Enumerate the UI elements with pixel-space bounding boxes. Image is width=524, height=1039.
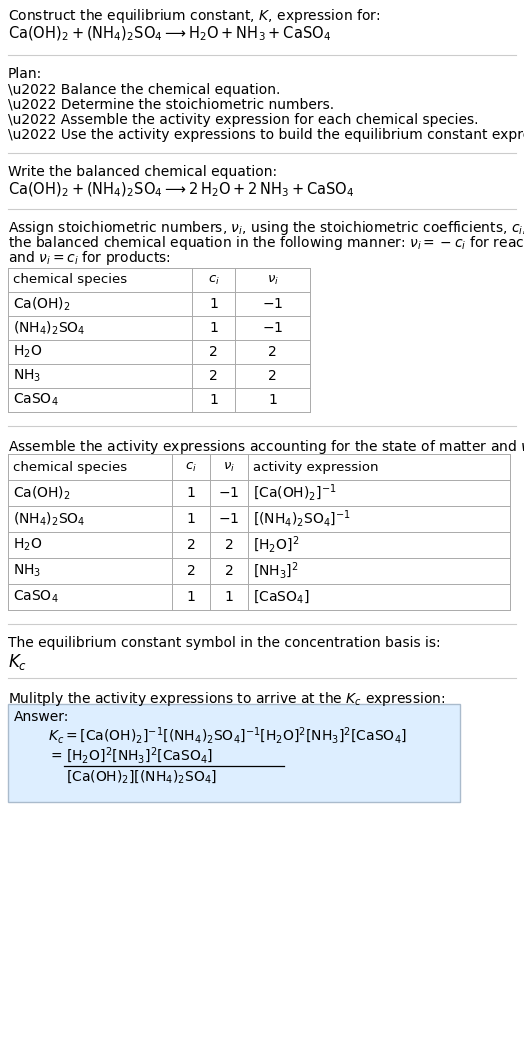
Bar: [8, 704, 460, 802]
Text: 1: 1: [187, 512, 195, 526]
Text: $\mathrm{Ca(OH)_2 + (NH_4)_2SO_4 \longrightarrow H_2O + NH_3 + CaSO_4}$: $\mathrm{Ca(OH)_2 + (NH_4)_2SO_4 \longri…: [8, 25, 331, 44]
Text: Plan:: Plan:: [8, 66, 42, 81]
Text: Construct the equilibrium constant, $K$, expression for:: Construct the equilibrium constant, $K$,…: [8, 7, 380, 25]
Text: $[\mathrm{NH_3}]^2$: $[\mathrm{NH_3}]^2$: [253, 561, 299, 581]
Text: 1: 1: [187, 486, 195, 500]
Text: 2: 2: [187, 538, 195, 552]
Text: Assign stoichiometric numbers, $\nu_i$, using the stoichiometric coefficients, $: Assign stoichiometric numbers, $\nu_i$, …: [8, 219, 524, 237]
Text: $c_i$: $c_i$: [208, 273, 220, 287]
Text: $\mathrm{H_2O}$: $\mathrm{H_2O}$: [13, 344, 42, 361]
Text: Write the balanced chemical equation:: Write the balanced chemical equation:: [8, 165, 277, 179]
Text: $\mathrm{(NH_4)_2SO_4}$: $\mathrm{(NH_4)_2SO_4}$: [13, 319, 85, 337]
Text: 1: 1: [209, 321, 218, 335]
Text: $\mathrm{NH_3}$: $\mathrm{NH_3}$: [13, 563, 41, 579]
Text: chemical species: chemical species: [13, 460, 127, 474]
Text: 2: 2: [225, 564, 233, 578]
Text: \u2022 Use the activity expressions to build the equilibrium constant expression: \u2022 Use the activity expressions to b…: [8, 128, 524, 142]
Text: Answer:: Answer:: [14, 710, 69, 724]
Text: $\mathrm{NH_3}$: $\mathrm{NH_3}$: [13, 368, 41, 384]
Text: $\nu_i$: $\nu_i$: [223, 460, 235, 474]
Text: $[\mathrm{Ca(OH)_2}]^{-1}$: $[\mathrm{Ca(OH)_2}]^{-1}$: [253, 483, 336, 503]
Text: $\nu_i$: $\nu_i$: [267, 273, 278, 287]
Text: $[\mathrm{H_2O}]^2$: $[\mathrm{H_2O}]^2$: [253, 535, 299, 555]
Text: $-1$: $-1$: [262, 297, 283, 311]
Text: 1: 1: [209, 297, 218, 311]
Text: $\mathrm{Ca(OH)_2}$: $\mathrm{Ca(OH)_2}$: [13, 484, 71, 502]
Text: Mulitply the activity expressions to arrive at the $K_c$ expression:: Mulitply the activity expressions to arr…: [8, 690, 445, 708]
Text: $\mathrm{H_2O}$: $\mathrm{H_2O}$: [13, 537, 42, 553]
Text: chemical species: chemical species: [13, 273, 127, 287]
Text: The equilibrium constant symbol in the concentration basis is:: The equilibrium constant symbol in the c…: [8, 636, 441, 650]
Text: $[\mathrm{CaSO_4}]$: $[\mathrm{CaSO_4}]$: [253, 589, 309, 606]
Text: 1: 1: [225, 590, 233, 604]
Text: 2: 2: [209, 345, 218, 359]
Text: the balanced chemical equation in the following manner: $\nu_i = -c_i$ for react: the balanced chemical equation in the fo…: [8, 234, 524, 252]
Text: Assemble the activity expressions accounting for the state of matter and $\nu_i$: Assemble the activity expressions accoun…: [8, 438, 524, 456]
Text: $c_i$: $c_i$: [185, 460, 197, 474]
Text: $K_c = [\mathrm{Ca(OH)_2}]^{-1}[(\mathrm{NH_4})_2\mathrm{SO_4}]^{-1}[\mathrm{H_2: $K_c = [\mathrm{Ca(OH)_2}]^{-1}[(\mathrm…: [48, 726, 407, 746]
Text: $\mathrm{CaSO_4}$: $\mathrm{CaSO_4}$: [13, 589, 59, 605]
Text: 2: 2: [268, 369, 277, 383]
Text: activity expression: activity expression: [253, 460, 378, 474]
Text: $-1$: $-1$: [219, 486, 239, 500]
Text: 2: 2: [209, 369, 218, 383]
Text: $[(\mathrm{NH_4})_2\mathrm{SO_4}]^{-1}$: $[(\mathrm{NH_4})_2\mathrm{SO_4}]^{-1}$: [253, 509, 351, 529]
Text: \u2022 Assemble the activity expression for each chemical species.: \u2022 Assemble the activity expression …: [8, 113, 478, 127]
Text: $[\mathrm{Ca(OH)_2}][(\mathrm{NH_4})_2\mathrm{SO_4}]$: $[\mathrm{Ca(OH)_2}][(\mathrm{NH_4})_2\m…: [66, 768, 217, 784]
Text: $-1$: $-1$: [262, 321, 283, 335]
Text: $-1$: $-1$: [219, 512, 239, 526]
Text: 2: 2: [187, 564, 195, 578]
Text: \u2022 Balance the chemical equation.: \u2022 Balance the chemical equation.: [8, 83, 280, 97]
Text: 1: 1: [268, 393, 277, 407]
Text: $=$: $=$: [48, 748, 63, 762]
Text: $\mathrm{Ca(OH)_2 + (NH_4)_2SO_4 \longrightarrow 2\,H_2O + 2\,NH_3 + CaSO_4}$: $\mathrm{Ca(OH)_2 + (NH_4)_2SO_4 \longri…: [8, 181, 354, 199]
Text: 1: 1: [187, 590, 195, 604]
Text: $\mathrm{CaSO_4}$: $\mathrm{CaSO_4}$: [13, 392, 59, 408]
Text: $\mathrm{(NH_4)_2SO_4}$: $\mathrm{(NH_4)_2SO_4}$: [13, 510, 85, 528]
Text: $\mathrm{Ca(OH)_2}$: $\mathrm{Ca(OH)_2}$: [13, 295, 71, 313]
Text: $[\mathrm{H_2O}]^2[\mathrm{NH_3}]^2[\mathrm{CaSO_4}]$: $[\mathrm{H_2O}]^2[\mathrm{NH_3}]^2[\mat…: [66, 746, 213, 767]
Text: 2: 2: [225, 538, 233, 552]
Text: 2: 2: [268, 345, 277, 359]
Text: 1: 1: [209, 393, 218, 407]
Text: $K_c$: $K_c$: [8, 652, 27, 672]
Text: and $\nu_i = c_i$ for products:: and $\nu_i = c_i$ for products:: [8, 249, 171, 267]
Text: \u2022 Determine the stoichiometric numbers.: \u2022 Determine the stoichiometric numb…: [8, 98, 334, 112]
